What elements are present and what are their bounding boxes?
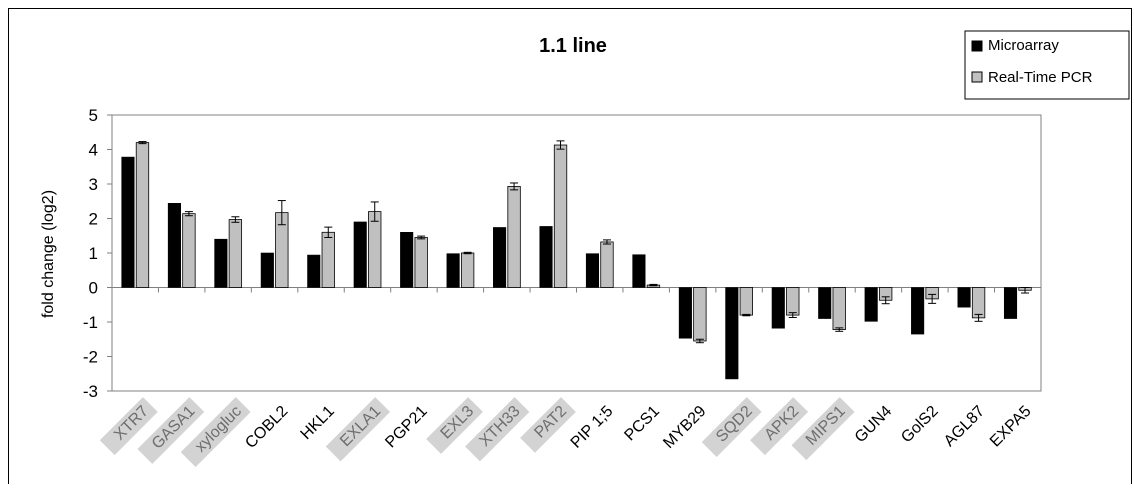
legend-box	[964, 30, 1130, 100]
y-tick-label: -3	[83, 382, 98, 401]
x-label-group: GolS2	[898, 403, 942, 447]
x-label-group: PCS1	[621, 403, 663, 445]
x-label-group: EXLA1	[325, 397, 391, 462]
bar-realtime-pcr	[553, 144, 568, 288]
x-label-group: PIP 1;5	[568, 403, 617, 452]
bar-microarray	[260, 252, 274, 288]
y-tick-label: -1	[83, 313, 98, 332]
y-tick-label: 0	[89, 279, 98, 298]
bar-microarray	[493, 227, 507, 288]
bar-microarray	[957, 287, 971, 308]
x-tick-label: SQD2	[713, 403, 756, 446]
y-tick-label: 3	[89, 175, 98, 194]
y-tick-label: 2	[89, 210, 98, 229]
x-label-highlight	[99, 397, 158, 456]
y-tick-label: -2	[83, 348, 98, 367]
bar-microarray	[1003, 287, 1018, 319]
bar-realtime-pcr	[786, 287, 800, 316]
x-tick-label: HKL1	[298, 403, 338, 443]
bar-realtime-pcr	[368, 211, 382, 288]
bar-realtime-pcr	[739, 287, 753, 316]
bar-realtime-pcr	[182, 213, 196, 288]
y-tick-label: 1	[89, 244, 98, 263]
bar-microarray	[678, 287, 692, 339]
x-tick-label: MIPS1	[803, 403, 849, 449]
x-tick-label: AGL87	[941, 403, 988, 450]
x-tick-label: MYB29	[660, 403, 709, 452]
bar-microarray	[864, 287, 878, 322]
x-label-highlight	[137, 397, 205, 464]
bar-realtime-pcr	[600, 241, 614, 288]
x-label-group: MYB29	[660, 403, 709, 452]
bar-realtime-pcr	[460, 252, 475, 288]
x-tick-label: GUN4	[852, 403, 896, 447]
x-label-highlight	[750, 397, 809, 456]
bar-realtime-pcr	[693, 287, 707, 342]
x-label-group: SQD2	[701, 397, 762, 457]
x-label-highlight	[426, 397, 483, 454]
bar-realtime-pcr	[414, 237, 428, 288]
bar-microarray	[539, 226, 553, 288]
bar-microarray	[167, 203, 181, 288]
chart-border	[8, 8, 1132, 484]
x-tick-label: EXPA5	[987, 403, 1035, 451]
y-tick-label: 5	[89, 106, 98, 125]
x-tick-label: PIP 1;5	[568, 403, 617, 452]
bar-microarray	[446, 253, 460, 288]
legend: Microarray Real-Time PCR	[964, 30, 1130, 100]
bar-realtime-pcr	[135, 142, 150, 288]
bar-realtime-pcr	[228, 219, 243, 288]
legend-swatch-microarray	[971, 40, 983, 52]
x-tick-label: PGP21	[382, 403, 431, 452]
bar-microarray	[911, 287, 925, 335]
x-label-group: GUN4	[852, 403, 896, 447]
x-tick-label: COBL2	[242, 403, 291, 452]
x-label-highlight	[180, 397, 251, 468]
bar-realtime-pcr	[971, 287, 986, 319]
bar-realtime-pcr	[321, 231, 335, 288]
x-label-group: AGL87	[941, 403, 988, 450]
x-label-highlight	[520, 397, 576, 453]
bar-microarray	[121, 156, 135, 288]
bar-microarray	[400, 232, 414, 288]
legend-label-realtime-pcr: Real-Time PCR	[988, 69, 1093, 86]
chart-title: 1.1 line	[539, 35, 607, 57]
bar-realtime-pcr	[507, 186, 521, 288]
bar-microarray	[585, 253, 600, 288]
x-label-highlight	[465, 397, 530, 462]
x-label-highlight	[791, 397, 855, 461]
x-tick-label: EXLA1	[337, 403, 384, 450]
y-axis-label: fold change (log2)	[40, 190, 57, 318]
legend-label-microarray: Microarray	[988, 37, 1059, 54]
bars-group	[121, 140, 1032, 380]
x-label-highlight	[325, 397, 391, 462]
bar-microarray	[632, 254, 646, 288]
x-label-highlight	[701, 397, 762, 457]
x-tick-label: PCS1	[621, 403, 663, 445]
x-label-group: HKL1	[298, 403, 338, 443]
y-tick-label: 4	[89, 141, 98, 160]
bar-microarray	[307, 254, 321, 288]
bar-microarray	[214, 238, 228, 288]
x-label-group: EXPA5	[987, 403, 1035, 451]
x-label-group: PGP21	[382, 403, 431, 452]
x-label-group: COBL2	[242, 403, 291, 452]
bar-realtime-pcr	[832, 287, 846, 330]
bar-microarray	[725, 287, 739, 380]
legend-swatch-realtime-pcr	[971, 71, 983, 83]
x-label-group: PAT2	[520, 397, 576, 453]
plot-area	[111, 114, 1042, 392]
x-tick-label: XTH33	[476, 403, 523, 450]
bar-microarray	[771, 287, 785, 329]
x-tick-label: GolS2	[898, 403, 942, 447]
bar-microarray	[818, 287, 832, 319]
bar-microarray	[353, 221, 367, 288]
